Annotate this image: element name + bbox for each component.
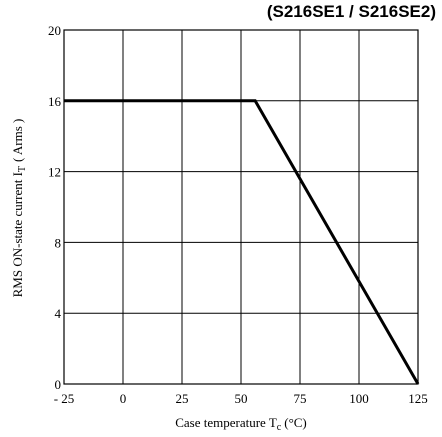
y-tick-label: 8 [55,235,62,250]
y-tick-label: 12 [48,165,61,180]
series-layer [64,99,420,385]
y-axis-label: RMS ON-state current IT ( Arms ) [10,119,28,298]
x-axis-label: Case temperature Tc (°C) [175,415,307,433]
x-tick-label: - 25 [54,391,75,406]
y-tick-label: 0 [55,377,62,392]
chart-title: (S216SE1 / S216SE2) [267,2,436,21]
x-tick-label: 0 [120,391,127,406]
x-axis-label-sub: c [277,422,282,433]
x-tick-label: 50 [235,391,248,406]
x-tick-label: 75 [294,391,307,406]
y-axis-label-unit: ( Arms ) [10,119,25,162]
y-tick-label: 20 [48,23,61,38]
y-tick-label: 4 [55,306,62,321]
x-tick-label: 100 [349,391,369,406]
x-tick-label: 125 [408,391,428,406]
x-tick-label: 25 [176,391,189,406]
x-axis-ticks: - 25 0 25 50 75 100 125 [54,391,428,406]
y-axis-label-main: RMS ON-state current I [10,172,25,297]
x-axis-label-unit: (°C) [284,415,307,430]
x-axis-label-main: Case temperature T [175,415,277,430]
y-axis-label-sub: T [17,166,28,172]
plot-frame [63,29,419,385]
y-axis-ticks: 0 4 8 12 16 20 [48,23,62,392]
grid [63,29,419,385]
derating-curve [64,99,420,385]
y-tick-label: 16 [48,94,62,109]
